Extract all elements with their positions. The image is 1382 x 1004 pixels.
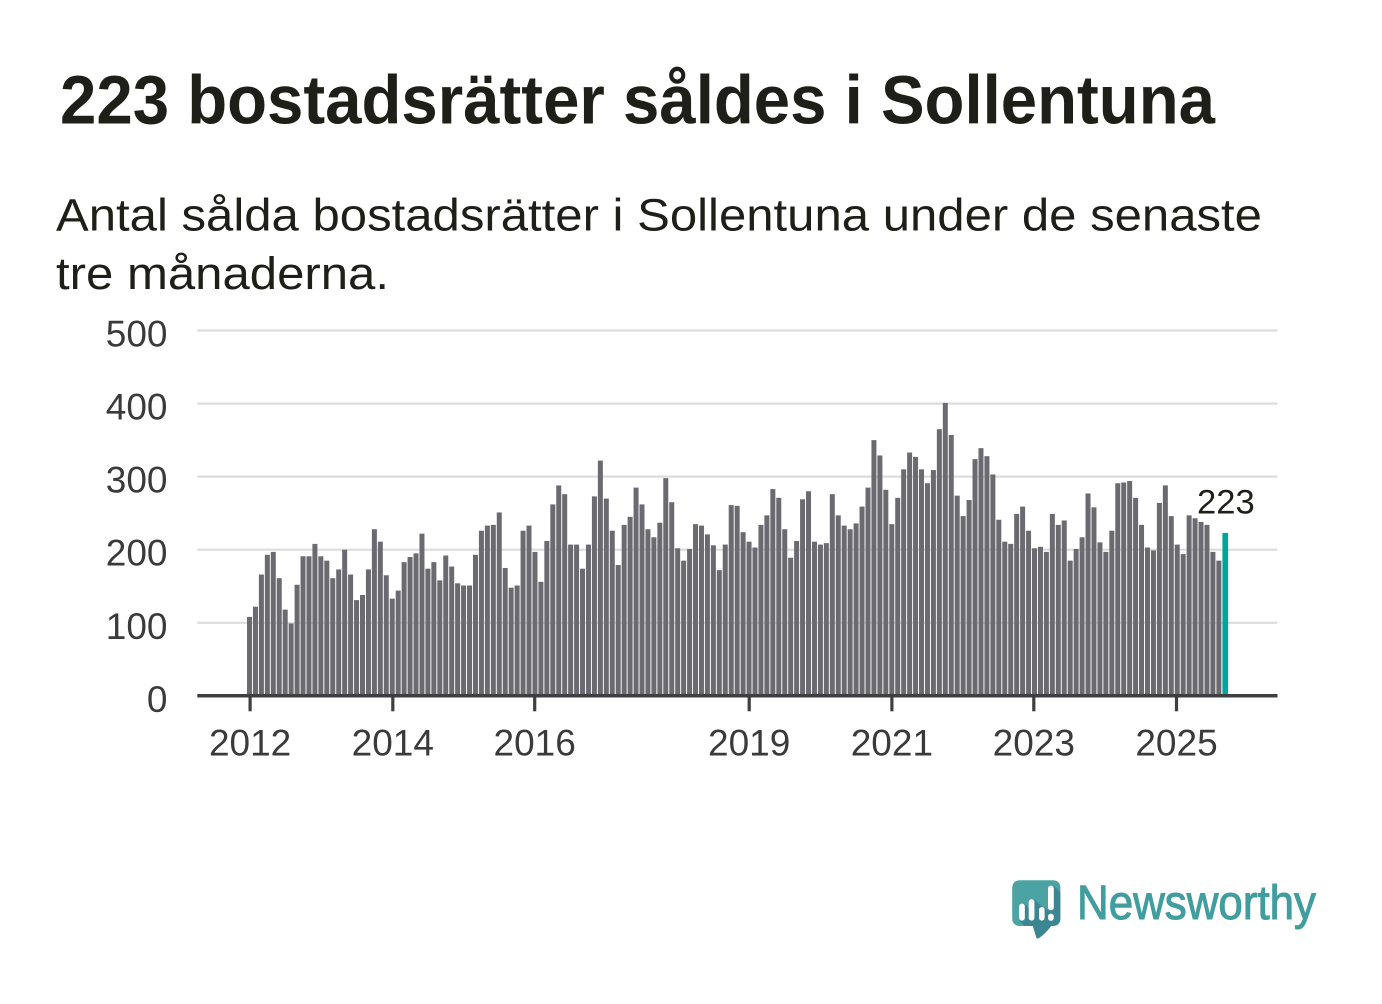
svg-text:100: 100 xyxy=(106,606,168,647)
svg-text:500: 500 xyxy=(106,314,168,355)
svg-text:Newsworthy: Newsworthy xyxy=(1077,877,1316,930)
svg-text:2016: 2016 xyxy=(494,723,576,764)
svg-text:2021: 2021 xyxy=(851,723,933,764)
svg-text:0: 0 xyxy=(147,679,168,720)
svg-text:2014: 2014 xyxy=(352,723,434,764)
svg-text:tre månaderna.: tre månaderna. xyxy=(56,248,389,299)
svg-text:200: 200 xyxy=(106,533,168,574)
svg-text:2025: 2025 xyxy=(1135,723,1217,764)
svg-text:223: 223 xyxy=(1197,484,1255,522)
svg-text:2012: 2012 xyxy=(209,723,291,764)
svg-text:2019: 2019 xyxy=(708,723,790,764)
svg-text:2023: 2023 xyxy=(993,723,1075,764)
svg-text:Antal sålda bostadsrätter i So: Antal sålda bostadsrätter i Sollentuna u… xyxy=(56,190,1262,241)
svg-text:223 bostadsrätter såldes i Sol: 223 bostadsrätter såldes i Sollentuna xyxy=(60,61,1216,138)
svg-text:400: 400 xyxy=(106,387,168,428)
svg-text:300: 300 xyxy=(106,460,168,501)
